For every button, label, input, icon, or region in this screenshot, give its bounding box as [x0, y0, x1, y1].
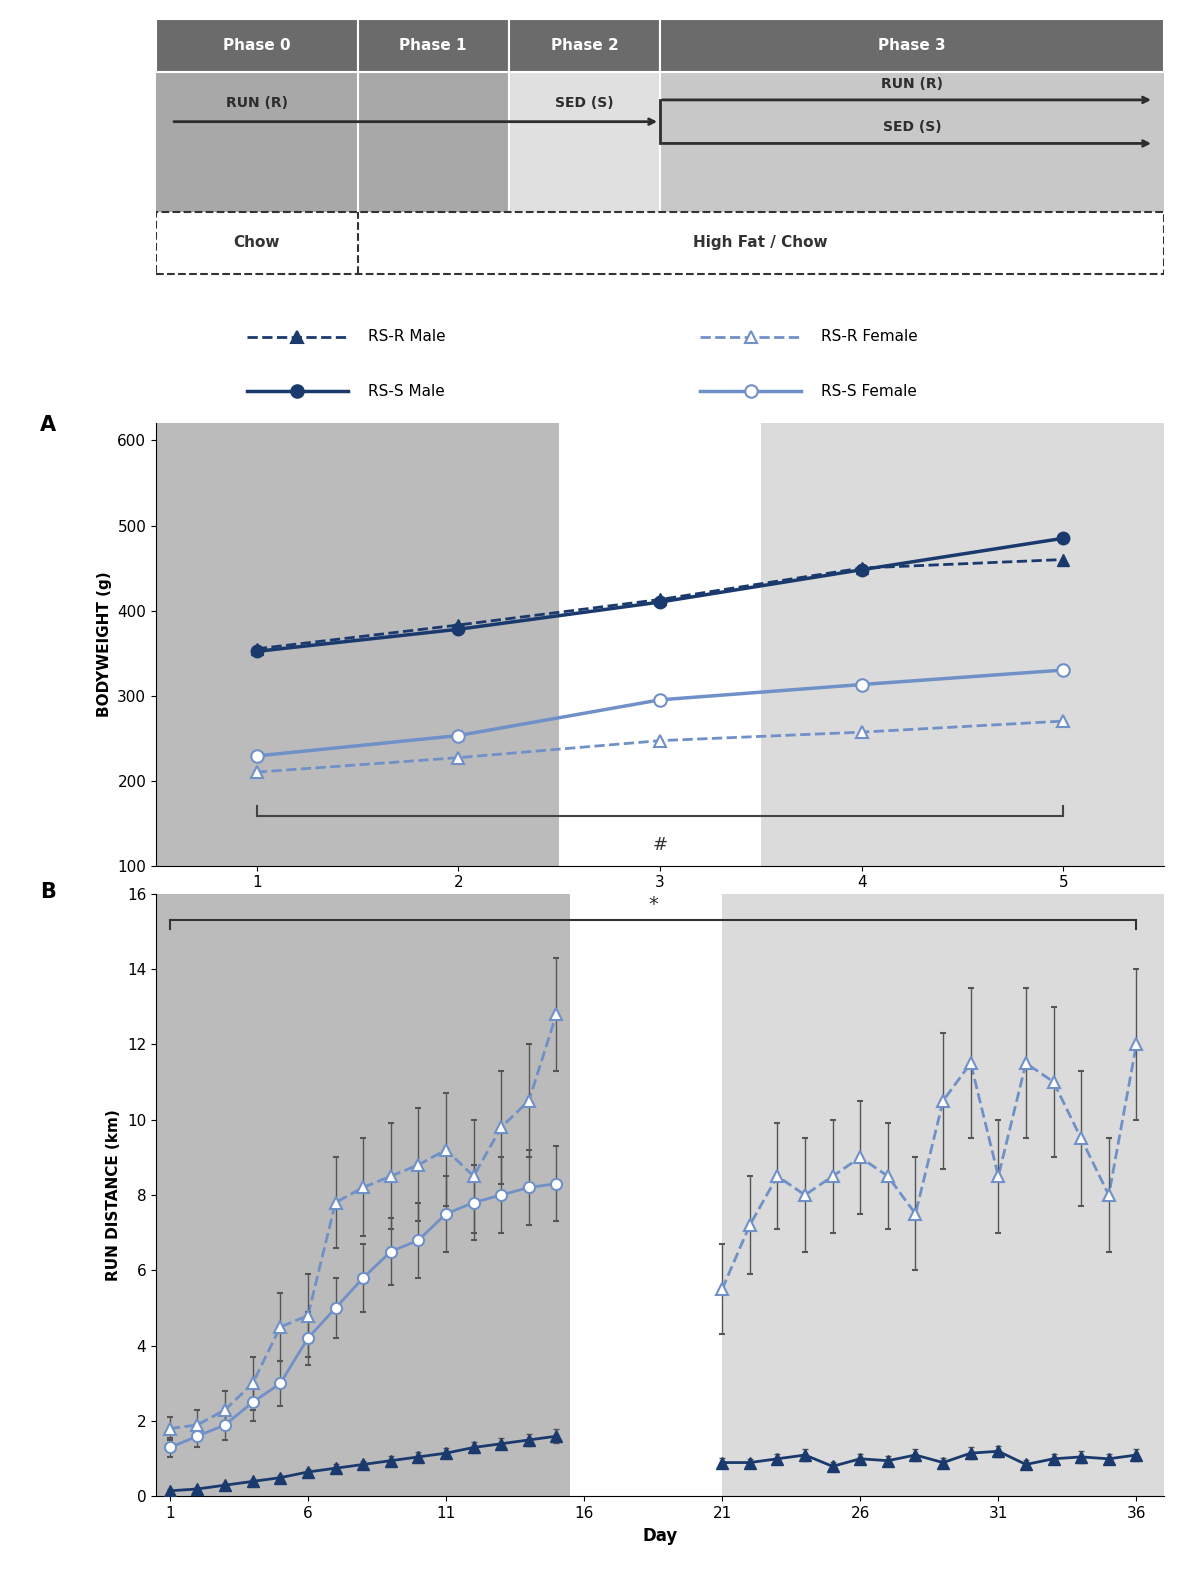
Text: A: A: [40, 414, 56, 435]
Bar: [761, 423, 1164, 866]
Text: Phase 1: Phase 1: [400, 38, 467, 53]
Text: RS-R Female: RS-R Female: [821, 330, 918, 344]
Bar: [509, 72, 660, 212]
Bar: [156, 212, 1164, 274]
Bar: [559, 423, 761, 866]
Text: RS-S Male: RS-S Male: [367, 384, 444, 398]
X-axis label: Day: Day: [642, 1527, 678, 1544]
Bar: [722, 893, 1164, 1496]
Text: SED (S): SED (S): [883, 119, 941, 134]
Y-axis label: BODYWEIGHT (g): BODYWEIGHT (g): [97, 572, 112, 718]
Bar: [358, 19, 509, 72]
Text: Phase 3: Phase 3: [878, 38, 946, 53]
Bar: [156, 72, 509, 212]
Text: RUN (R): RUN (R): [881, 76, 943, 91]
Bar: [156, 423, 559, 866]
Bar: [570, 893, 722, 1496]
Text: RS-R Male: RS-R Male: [367, 330, 445, 344]
Y-axis label: RUN DISTANCE (km): RUN DISTANCE (km): [107, 1110, 121, 1282]
Text: SED (S): SED (S): [556, 97, 613, 110]
Text: B: B: [40, 882, 56, 901]
Text: Chow: Chow: [234, 236, 280, 250]
Bar: [156, 19, 358, 72]
Bar: [156, 212, 1164, 274]
Text: Phase 0: Phase 0: [223, 38, 290, 53]
Text: RS-S Female: RS-S Female: [821, 384, 917, 398]
Text: Phase 2: Phase 2: [551, 38, 618, 53]
Bar: [660, 19, 1164, 72]
Text: *: *: [648, 895, 658, 914]
Text: High Fat / Chow: High Fat / Chow: [694, 236, 828, 250]
Text: RUN (R): RUN (R): [226, 97, 288, 110]
Bar: [156, 893, 570, 1496]
Bar: [509, 19, 660, 72]
Text: #: #: [653, 836, 667, 853]
Bar: [660, 72, 1164, 212]
X-axis label: Week: Week: [635, 896, 685, 914]
